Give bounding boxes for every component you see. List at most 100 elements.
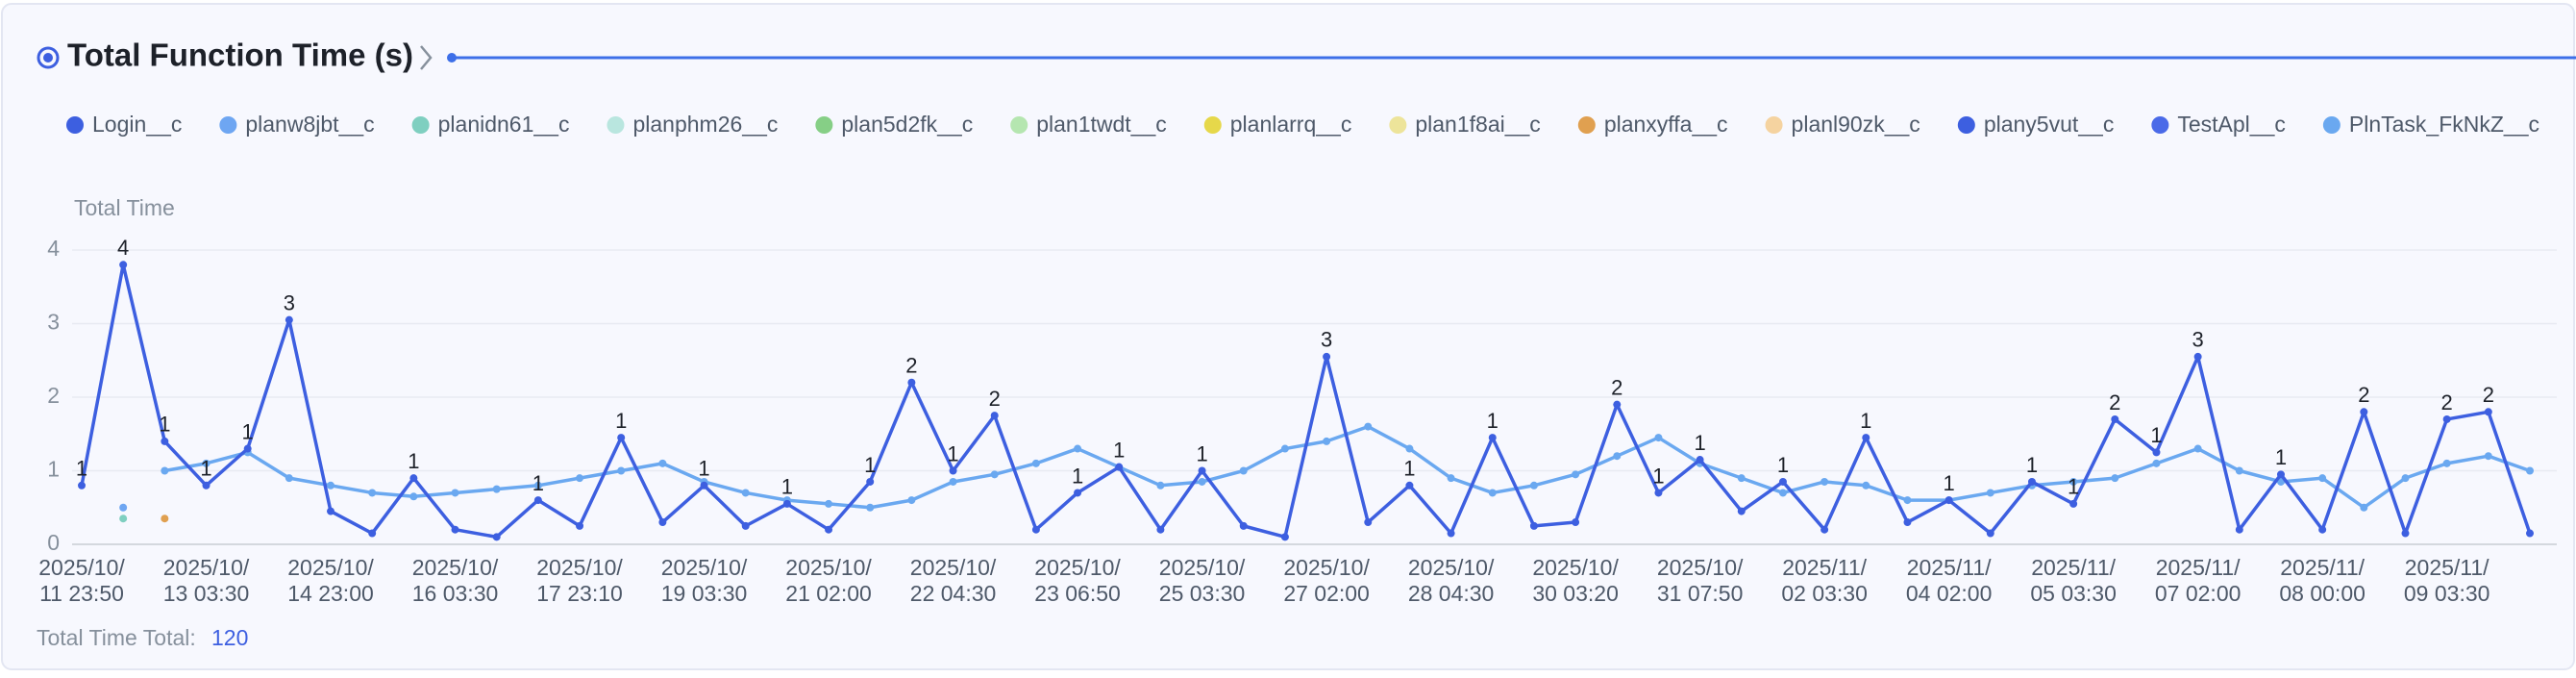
data-point (2235, 466, 2243, 475)
legend-label[interactable]: planxyffa__c (1604, 112, 1728, 137)
data-point (1572, 470, 1580, 479)
data-label: 1 (242, 419, 254, 443)
data-label: 3 (284, 290, 295, 314)
x-tick-label: 2025/11/09 03:30 (2404, 555, 2490, 606)
data-point (2484, 452, 2492, 461)
x-tick-line: 28 04:30 (1408, 581, 1495, 606)
x-tick-line: 2025/10/ (1159, 555, 1246, 580)
x-tick-line: 27 02:00 (1283, 581, 1370, 606)
x-tick-label: 2025/10/23 06:50 (1034, 555, 1121, 606)
legend-label[interactable]: PlnTask_FkNkZ__c (2349, 112, 2539, 137)
data-point (907, 496, 916, 505)
legend-label[interactable]: plan5d2fk__c (841, 112, 973, 137)
data-point (1778, 489, 1787, 497)
legend-marker (1577, 116, 1596, 134)
chart-title: Total Function Time (s) (67, 38, 413, 73)
x-tick-line: 2025/11/ (2156, 555, 2241, 580)
x-tick-line: 25 03:30 (1159, 581, 1246, 606)
title-arrow[interactable] (420, 45, 433, 70)
data-label: 1 (1652, 464, 1664, 488)
data-point (1696, 456, 1704, 465)
x-tick-line: 21 02:00 (785, 581, 872, 606)
x-tick-line: 02 03:30 (1781, 581, 1868, 606)
x-tick-line: 2025/10/ (38, 555, 125, 580)
x-tick-label: 2025/10/31 07:50 (1657, 555, 1744, 606)
data-point (2111, 414, 2119, 423)
data-label: 1 (1196, 441, 1207, 465)
legend-marker (66, 116, 84, 134)
data-point (825, 525, 833, 534)
data-point (1862, 434, 1870, 442)
slider-handle[interactable] (447, 53, 457, 63)
data-point (2276, 477, 2285, 486)
data-point (1654, 434, 1663, 442)
data-point (1031, 525, 1040, 534)
data-point (327, 481, 335, 490)
legend-label[interactable]: planl90zk__c (1792, 112, 1920, 137)
x-tick-line: 2025/11/ (1782, 555, 1867, 580)
x-tick-label: 2025/10/22 04:30 (910, 555, 997, 606)
legend-label[interactable]: plany5vut__c (1984, 112, 2115, 137)
data-point (576, 521, 584, 530)
legend-marker (411, 116, 430, 134)
data-point (1156, 481, 1165, 490)
data-point (2069, 477, 2078, 486)
data-point (1488, 434, 1497, 442)
data-point (1654, 489, 1663, 497)
data-label: 3 (1321, 328, 1332, 352)
legend-marker (219, 116, 237, 134)
x-tick-line: 31 07:50 (1657, 581, 1744, 606)
data-point (78, 481, 86, 490)
data-point (368, 489, 377, 497)
x-tick-line: 17 23:10 (536, 581, 623, 606)
data-point (1529, 481, 1538, 490)
data-point (1613, 452, 1622, 461)
data-label: 1 (1860, 409, 1871, 433)
data-point (2193, 352, 2202, 361)
legend-marker (1389, 116, 1407, 134)
data-point (617, 434, 626, 442)
data-point (285, 315, 293, 324)
legend-label[interactable]: TestApl__c (2177, 112, 2286, 137)
legend-marker (1010, 116, 1028, 134)
legend-label[interactable]: Login__c (92, 112, 182, 137)
x-tick-label: 2025/11/07 02:00 (2155, 555, 2242, 606)
data-label: 2 (905, 354, 917, 378)
x-tick-line: 2025/10/ (1657, 555, 1744, 580)
data-label: 1 (2068, 475, 2079, 499)
y-tick-label: 3 (47, 310, 60, 335)
data-point (1821, 525, 1829, 534)
data-label: 1 (615, 409, 627, 433)
legend-marker (815, 116, 833, 134)
y-tick-label: 2 (47, 383, 60, 408)
data-label: 1 (1403, 457, 1415, 481)
legend-label[interactable]: planphm26__c (632, 112, 778, 137)
data-label: 1 (76, 457, 87, 481)
x-tick-line: 22 04:30 (910, 581, 997, 606)
data-point (2318, 474, 2327, 483)
data-point (1821, 477, 1829, 486)
data-point (1280, 533, 1289, 541)
data-label: 4 (117, 236, 129, 260)
data-point (409, 492, 418, 501)
x-tick-line: 2025/10/ (661, 555, 748, 580)
data-point (658, 459, 667, 467)
data-label: 2 (2109, 390, 2120, 414)
data-point (2276, 470, 2285, 479)
legend-label[interactable]: planidn61__c (438, 112, 570, 137)
y-axis-title: Total Time (74, 195, 175, 220)
x-tick-line: 2025/10/ (536, 555, 623, 580)
legend-label[interactable]: planw8jbt__c (245, 112, 374, 137)
data-point (2526, 529, 2534, 538)
legend-label[interactable]: planlarrq__c (1230, 112, 1352, 137)
data-label: 1 (1944, 471, 1955, 495)
x-tick-line: 08 00:00 (2279, 581, 2365, 606)
x-tick-line: 30 03:20 (1532, 581, 1619, 606)
data-point (1280, 444, 1289, 453)
data-point (2526, 466, 2534, 475)
legend-label[interactable]: plan1f8ai__c (1415, 112, 1540, 137)
data-point (2360, 408, 2368, 416)
legend-label[interactable]: plan1twdt__c (1036, 112, 1167, 137)
data-point (2111, 474, 2119, 483)
